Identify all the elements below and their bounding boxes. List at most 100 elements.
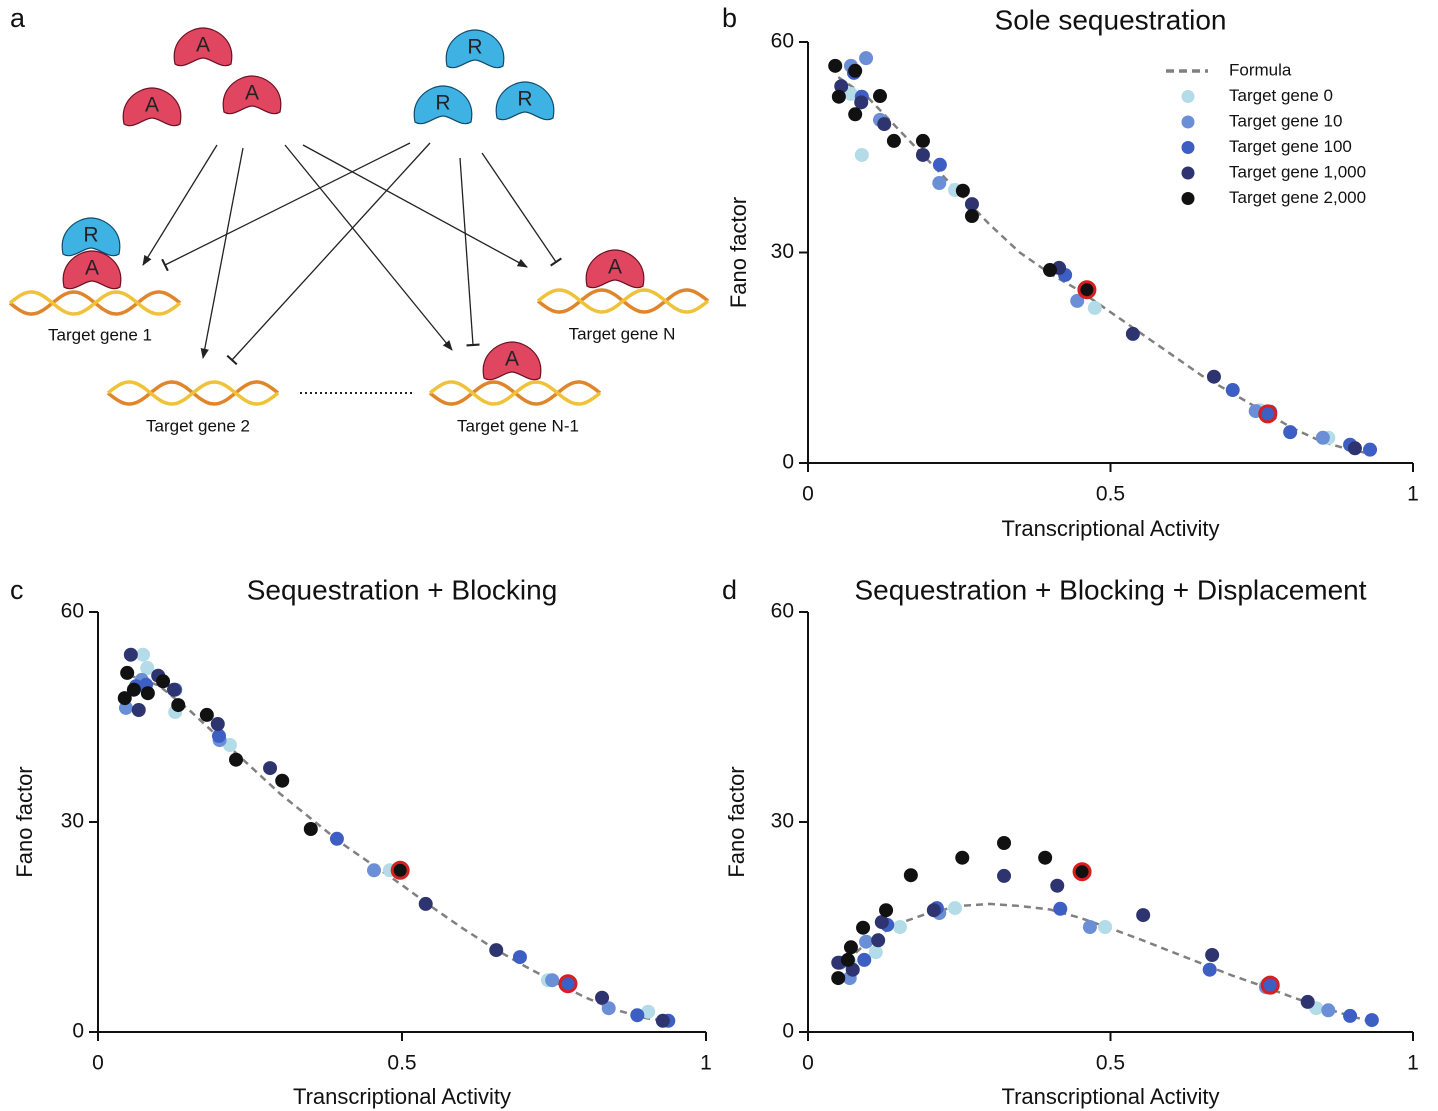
y-tick-label: 30 — [61, 810, 84, 833]
point — [1050, 879, 1064, 893]
point — [1053, 902, 1067, 916]
point — [156, 674, 170, 688]
point — [1043, 263, 1057, 277]
x-axis-label: Transcriptional Activity — [293, 1084, 511, 1109]
point — [1363, 443, 1377, 457]
repressor: R — [446, 30, 504, 68]
legend-label: Target gene 10 — [1229, 111, 1342, 130]
point — [875, 915, 889, 929]
dna-strand — [430, 382, 600, 404]
point — [141, 686, 155, 700]
point — [1083, 920, 1097, 934]
panel-label: c — [10, 575, 24, 605]
protein-label: R — [467, 36, 482, 59]
point — [956, 184, 970, 198]
protein-label: R — [435, 92, 450, 115]
legend-label: Target gene 0 — [1229, 86, 1333, 105]
activator: A — [174, 28, 232, 66]
legend-marker — [1182, 116, 1195, 129]
dna-group — [10, 290, 708, 404]
point — [832, 90, 846, 104]
highlight-point — [1262, 977, 1278, 993]
point — [132, 703, 146, 717]
point — [1316, 431, 1330, 445]
point — [873, 89, 887, 103]
panel-label: b — [722, 3, 737, 33]
point — [630, 1008, 644, 1022]
point — [275, 774, 289, 788]
point — [200, 708, 214, 722]
point — [1088, 301, 1102, 315]
protein-label: A — [85, 257, 99, 280]
y-tick-label: 60 — [61, 600, 84, 623]
point — [489, 943, 503, 957]
point — [1343, 1009, 1357, 1023]
point — [211, 717, 225, 731]
y-tick-label: 0 — [782, 1020, 794, 1043]
panel-label: a — [10, 3, 26, 33]
legend-marker — [1182, 192, 1195, 205]
protein-label: A — [608, 256, 622, 279]
chart: Sequestration + Blocking + DisplacementT… — [724, 574, 1419, 1108]
point — [859, 51, 873, 65]
x-axis-label: Transcriptional Activity — [1001, 516, 1219, 541]
point — [828, 59, 842, 73]
highlight-point — [1074, 864, 1090, 880]
legend-marker — [1182, 141, 1195, 154]
y-tick-label: 0 — [72, 1020, 84, 1043]
protein-label: A — [196, 34, 210, 57]
point — [1098, 920, 1112, 934]
point — [1136, 908, 1150, 922]
point — [545, 973, 559, 987]
activation-arrow — [203, 148, 243, 358]
x-tick-label: 0.5 — [1096, 1052, 1125, 1075]
y-axis-label: Fano factor — [12, 766, 37, 877]
y-tick-label: 60 — [771, 30, 794, 53]
point — [1126, 327, 1140, 341]
gene-label: Target gene 2 — [146, 416, 250, 435]
point — [124, 648, 138, 662]
activation-arrow — [143, 145, 217, 265]
point — [848, 64, 862, 78]
point — [419, 897, 433, 911]
point — [855, 148, 869, 162]
point — [171, 698, 185, 712]
point — [965, 209, 979, 223]
point — [1207, 370, 1221, 384]
point — [513, 950, 527, 964]
protein-label: R — [517, 88, 532, 111]
point — [927, 903, 941, 917]
dna-strand — [538, 290, 708, 312]
protein-label: R — [83, 224, 98, 247]
point — [916, 148, 930, 162]
repressor: R — [414, 86, 472, 124]
point — [887, 134, 901, 148]
x-tick-label: 1 — [700, 1052, 712, 1075]
x-tick-label: 0.5 — [387, 1052, 416, 1075]
point — [904, 868, 918, 882]
x-tick-label: 0.5 — [1096, 483, 1125, 506]
y-tick-label: 30 — [771, 240, 794, 263]
point — [859, 935, 873, 949]
figure: a b c d A A A R R R R A A A Target gene … — [0, 0, 1438, 1111]
legend-label: Target gene 1,000 — [1229, 162, 1366, 181]
point — [367, 863, 381, 877]
point — [856, 921, 870, 935]
point — [871, 933, 885, 947]
highlight-point — [560, 976, 576, 992]
legend-marker — [1182, 167, 1195, 180]
point — [854, 95, 868, 109]
point — [120, 666, 134, 680]
point — [877, 117, 891, 131]
repressor: R — [496, 82, 554, 120]
repressor: R — [62, 218, 120, 256]
gene-label: Target gene 1 — [48, 325, 152, 344]
point — [893, 920, 907, 934]
repression-arrow — [232, 143, 430, 360]
point — [933, 158, 947, 172]
point — [1226, 383, 1240, 397]
diagram: A A A R R R R A A A Target gene 1 Target… — [10, 28, 708, 435]
protein-label: A — [245, 82, 259, 105]
